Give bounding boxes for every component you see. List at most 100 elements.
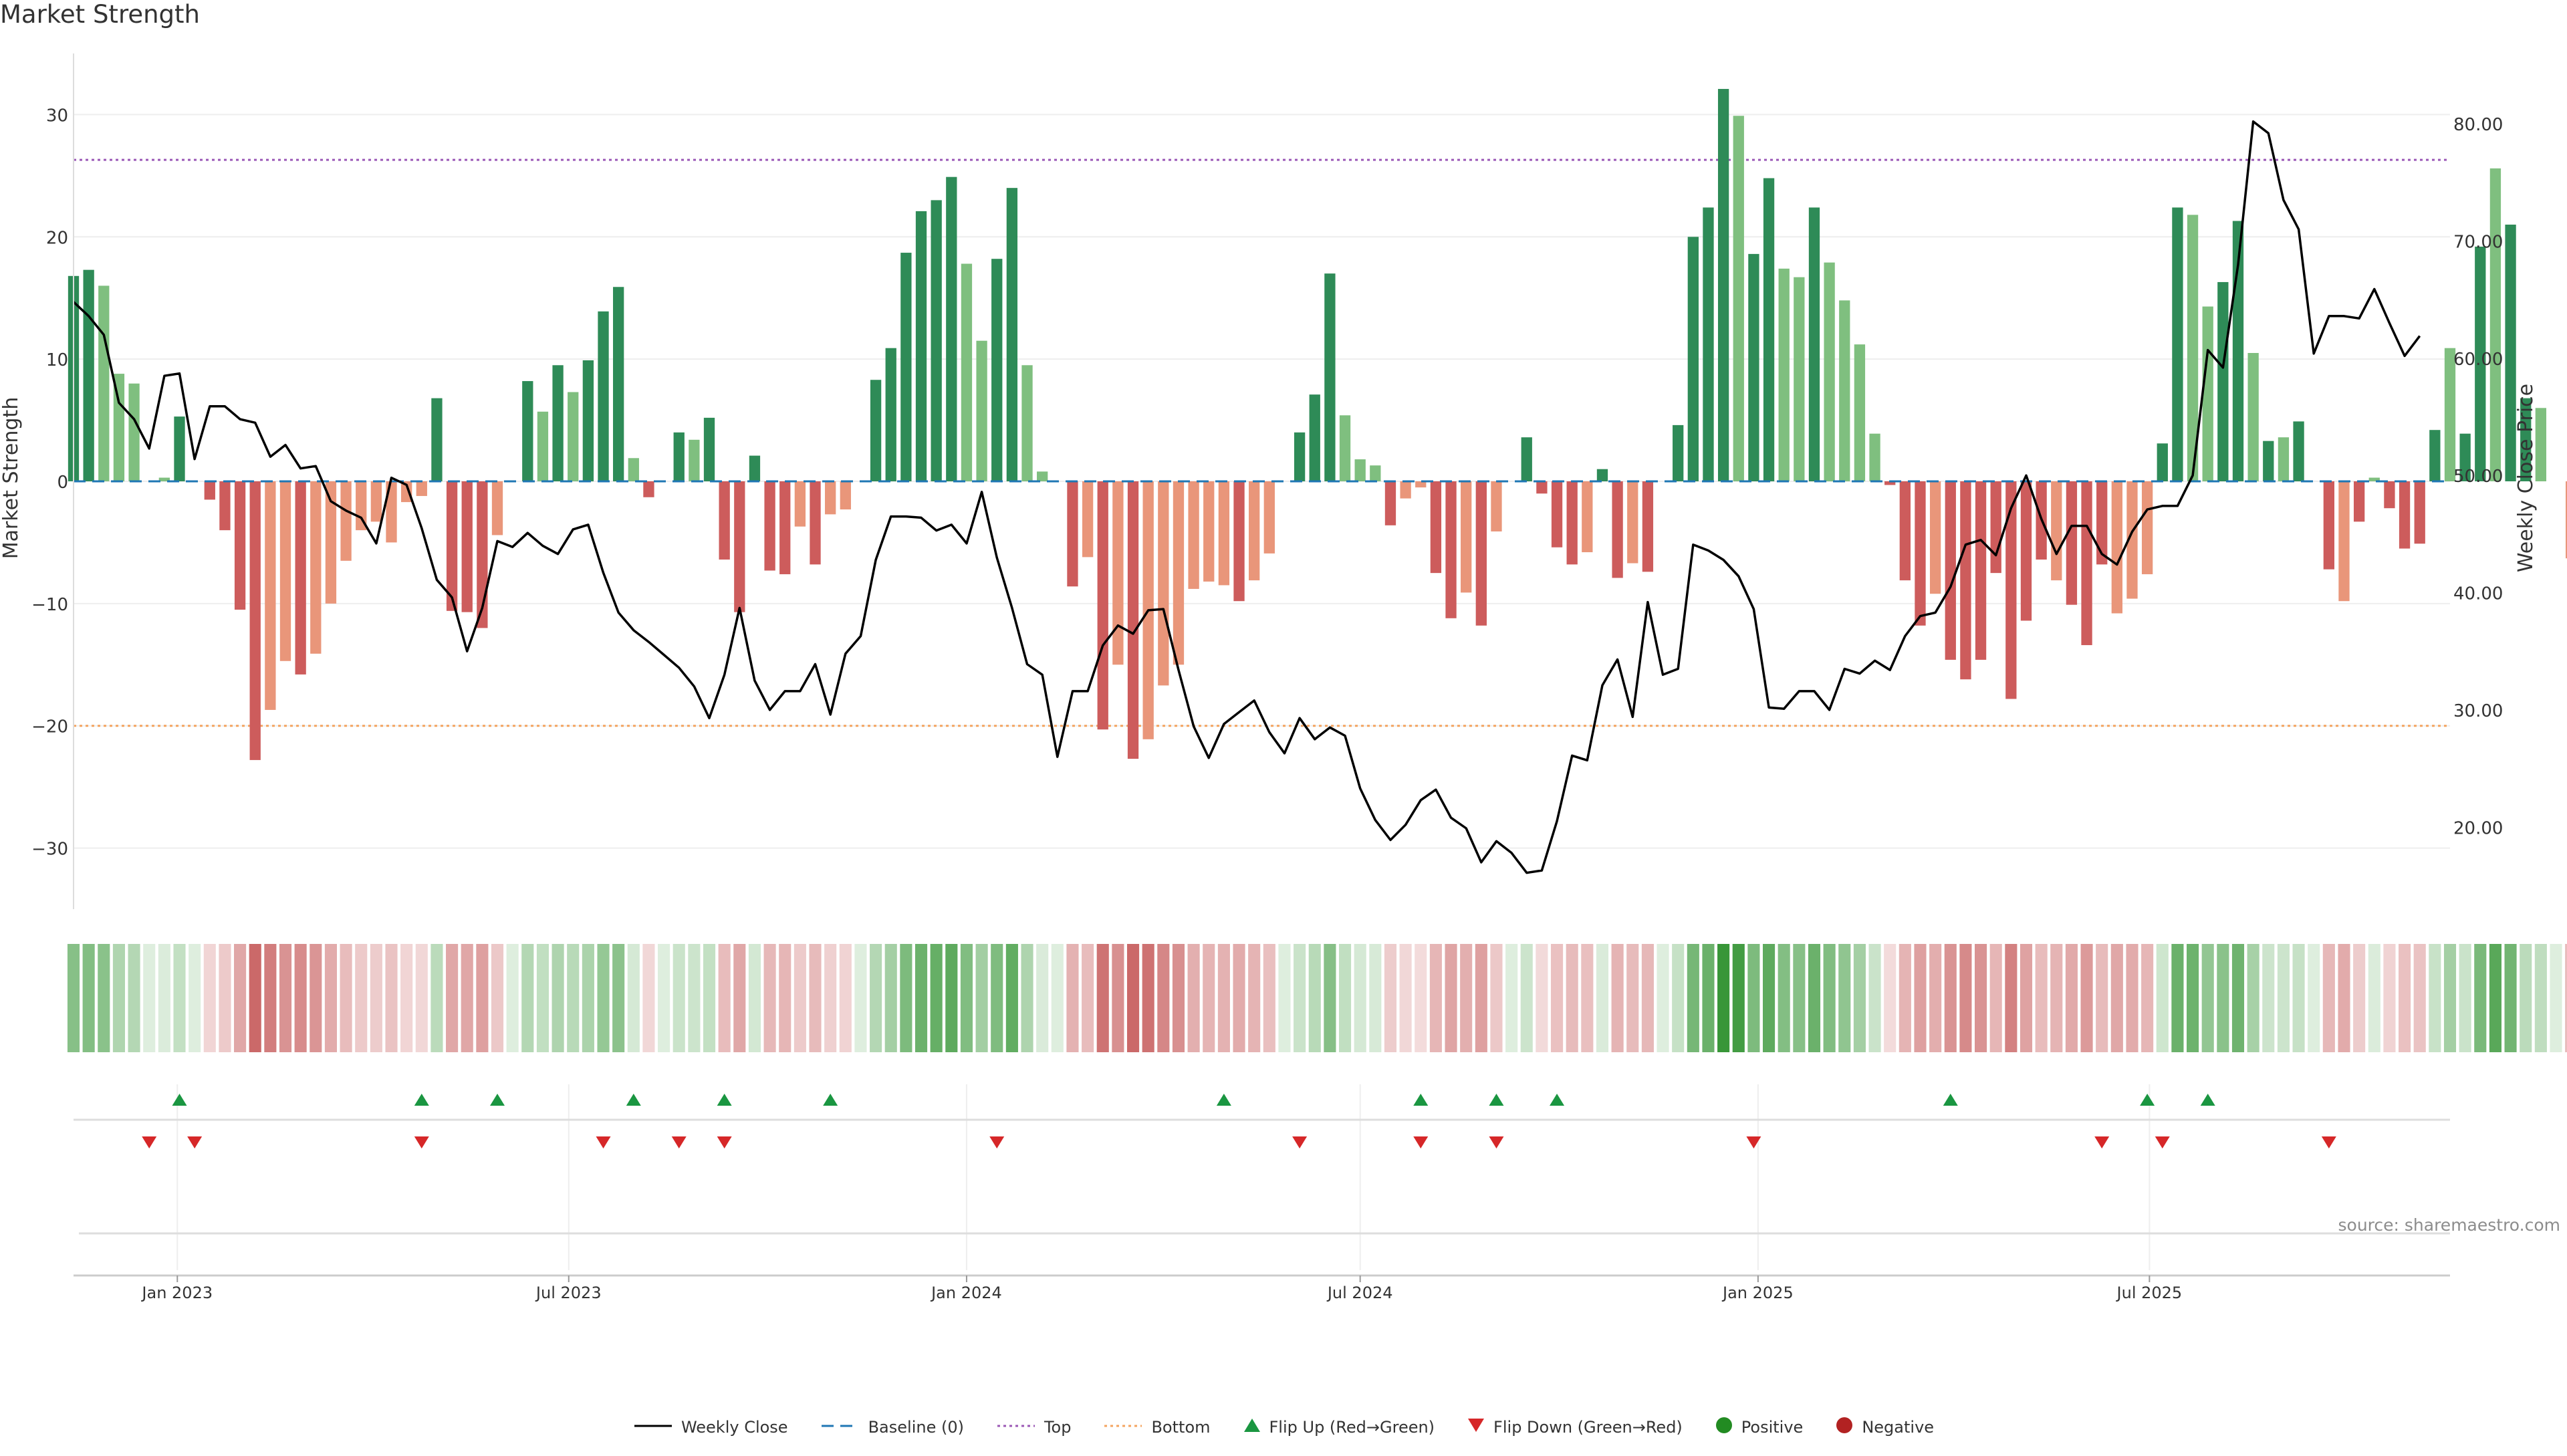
heat-cell: [2141, 944, 2154, 1052]
heat-cell: [914, 944, 928, 1052]
strength-bar: [915, 211, 927, 481]
heat-cell: [2338, 944, 2350, 1052]
strength-bar: [749, 455, 761, 481]
flip-down-marker: [2094, 1136, 2110, 1148]
heat-cell: [1687, 944, 1699, 1052]
strength-bar: [643, 481, 654, 497]
flip-down-marker: [142, 1136, 157, 1148]
legend-label: Baseline (0): [868, 1418, 964, 1437]
strength-bar: [719, 481, 730, 560]
strength-bar: [1869, 433, 1880, 481]
heat-cell: [340, 944, 352, 1052]
strength-bar: [2141, 481, 2153, 574]
heat-cell: [1747, 944, 1760, 1052]
heat-cell: [2399, 944, 2411, 1052]
source-note: source: sharemaestro.com: [2338, 1215, 2561, 1235]
heat-cell: [2247, 944, 2259, 1052]
strength-bar: [249, 481, 261, 760]
strength-bar: [1566, 481, 1578, 565]
y-tick-label-right: 30.00: [2453, 701, 2503, 721]
x-tick-label: Jul 2023: [535, 1284, 602, 1302]
strength-bar: [1551, 481, 1563, 548]
legend-label: Bottom: [1151, 1418, 1211, 1437]
heat-cell: [2534, 944, 2547, 1052]
strength-bar: [1612, 481, 1623, 578]
heat-cell: [370, 944, 382, 1052]
strength-bar: [885, 348, 896, 481]
strength-bar: [2157, 443, 2168, 481]
strength-bar: [764, 481, 775, 571]
axes-layer: [73, 53, 2450, 1277]
flip-down-marker: [1413, 1136, 1429, 1148]
strength-bar: [1309, 394, 1320, 481]
strength-bar: [2111, 481, 2122, 614]
line-dotted-orange-icon: [1103, 1418, 1143, 1437]
heat-cell: [1899, 944, 1911, 1052]
heat-cell: [1505, 944, 1518, 1052]
strength-bar: [2293, 421, 2304, 481]
heat-cell: [2035, 944, 2048, 1052]
heat-cell: [612, 944, 625, 1052]
flip-down-marker: [1292, 1136, 1308, 1148]
strength-bar: [279, 481, 291, 661]
strength-bar: [1627, 481, 1638, 564]
heat-cell: [2126, 944, 2138, 1052]
strength-bar: [446, 481, 458, 611]
heat-cell: [2459, 944, 2471, 1052]
strength-bar: [1097, 481, 1108, 730]
strength-bar: [113, 374, 125, 481]
strength-bar: [1430, 481, 1442, 574]
heat-cell: [234, 944, 247, 1052]
chart-title: Market Strength: [0, 0, 200, 29]
left-y-ticks: 30 20 10 0 −10 −20 −30: [31, 106, 68, 859]
y-tick-label-right: 50.00: [2453, 467, 2503, 487]
strength-bar: [2429, 430, 2441, 481]
strength-heat-strip: [67, 944, 2567, 1052]
heat-cell: [536, 944, 549, 1052]
x-tick-label: Jul 2024: [1326, 1284, 1393, 1302]
strength-bar: [174, 416, 185, 481]
heat-cell: [1611, 944, 1624, 1052]
y-tick-label: 10: [46, 350, 68, 370]
heat-cell: [1157, 944, 1170, 1052]
heat-cell: [1263, 944, 1275, 1052]
heat-cell: [1429, 944, 1442, 1052]
strength-bar: [2520, 398, 2532, 481]
strength-bar: [370, 481, 382, 522]
heat-cell: [839, 944, 852, 1052]
strength-bar: [2565, 481, 2567, 559]
strength-bar: [2172, 207, 2183, 481]
strength-bar: [1188, 481, 1199, 589]
strength-bar: [2096, 481, 2108, 565]
legend-label: Negative: [1862, 1418, 1935, 1437]
heat-cell: [2308, 944, 2320, 1052]
heat-cell: [991, 944, 1003, 1052]
heat-cell: [82, 944, 95, 1052]
strength-bar: [1475, 481, 1487, 626]
heat-cell: [2520, 944, 2532, 1052]
strength-bar: [1854, 344, 1866, 481]
flip-down-marker: [1489, 1136, 1504, 1148]
heat-cell: [249, 944, 261, 1052]
x-tick-label: Jan 2024: [930, 1284, 1002, 1302]
heat-cell: [1051, 944, 1064, 1052]
heat-cell: [1294, 944, 1306, 1052]
heat-cell: [975, 944, 988, 1052]
strength-bar: [1929, 481, 1941, 594]
strength-bar: [2399, 481, 2411, 549]
heat-cell: [128, 944, 140, 1052]
strength-bar: [1021, 365, 1033, 481]
heat-cell: [2277, 944, 2290, 1052]
strength-bar: [2217, 281, 2229, 481]
heat-cell: [2050, 944, 2063, 1052]
heat-cell: [1596, 944, 1609, 1052]
strength-bar: [2338, 481, 2350, 602]
strength-bar: [2263, 441, 2274, 481]
heat-cell: [1717, 944, 1730, 1052]
strength-bar: [1158, 481, 1169, 686]
strength-bar: [991, 259, 1003, 481]
heat-cell: [930, 944, 943, 1052]
strength-bar: [2459, 433, 2471, 481]
heat-cell: [552, 944, 564, 1052]
